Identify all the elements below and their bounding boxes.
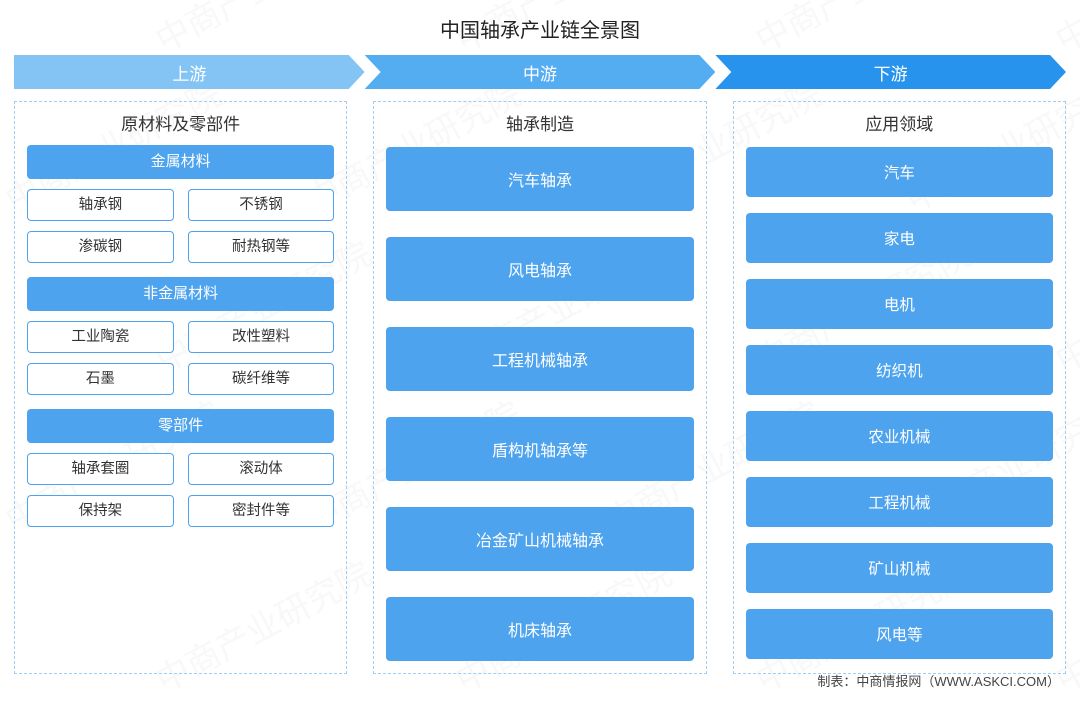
list-item: 工程机械: [746, 477, 1053, 527]
midstream-stack: 汽车轴承 风电轴承 工程机械轴承 盾构机轴承等 冶金矿山机械轴承 机床轴承: [386, 145, 693, 661]
page-title: 中国轴承产业链全景图: [14, 10, 1066, 55]
list-item: 风电等: [746, 609, 1053, 659]
list-item: 盾构机轴承等: [386, 417, 693, 481]
downstream-stack: 汽车 家电 电机 纺织机 农业机械 工程机械 矿山机械 风电等: [746, 145, 1053, 659]
chip-row: 保持架 密封件等: [27, 495, 334, 527]
group-header: 非金属材料: [27, 277, 334, 311]
list-item: 纺织机: [746, 345, 1053, 395]
group-header: 金属材料: [27, 145, 334, 179]
chip-row: 工业陶瓷 改性塑料: [27, 321, 334, 353]
chip: 不锈钢: [188, 189, 335, 221]
list-item: 工程机械轴承: [386, 327, 693, 391]
column-midstream: 轴承制造 汽车轴承 风电轴承 工程机械轴承 盾构机轴承等 冶金矿山机械轴承 机床…: [373, 101, 706, 674]
stage-midstream: 中游: [365, 55, 716, 89]
columns: 原材料及零部件 金属材料 轴承钢 不锈钢 渗碳钢 耐热钢等 非金属材料 工业陶瓷…: [14, 101, 1066, 674]
footer-credit: 制表：中商情报网（WWW.ASKCI.COM）: [817, 671, 1060, 690]
chip: 轴承钢: [27, 189, 174, 221]
column-downstream: 应用领域 汽车 家电 电机 纺织机 农业机械 工程机械 矿山机械 风电等: [733, 101, 1066, 674]
stage-upstream: 上游: [14, 55, 365, 89]
chip: 改性塑料: [188, 321, 335, 353]
chip: 保持架: [27, 495, 174, 527]
stage-downstream: 下游: [715, 55, 1066, 89]
column-title-midstream: 轴承制造: [386, 110, 693, 135]
column-title-upstream: 原材料及零部件: [27, 110, 334, 135]
chip: 石墨: [27, 363, 174, 395]
group-nonmetal: 非金属材料 工业陶瓷 改性塑料 石墨 碳纤维等: [27, 277, 334, 395]
chip: 滚动体: [188, 453, 335, 485]
chip-row: 石墨 碳纤维等: [27, 363, 334, 395]
chip-row: 渗碳钢 耐热钢等: [27, 231, 334, 263]
group-header: 零部件: [27, 409, 334, 443]
chip: 密封件等: [188, 495, 335, 527]
stage-bar: 上游 中游 下游: [14, 55, 1066, 89]
list-item: 汽车轴承: [386, 147, 693, 211]
column-upstream: 原材料及零部件 金属材料 轴承钢 不锈钢 渗碳钢 耐热钢等 非金属材料 工业陶瓷…: [14, 101, 347, 674]
chip-row: 轴承钢 不锈钢: [27, 189, 334, 221]
list-item: 风电轴承: [386, 237, 693, 301]
chip: 耐热钢等: [188, 231, 335, 263]
list-item: 矿山机械: [746, 543, 1053, 593]
list-item: 冶金矿山机械轴承: [386, 507, 693, 571]
list-item: 电机: [746, 279, 1053, 329]
chip-row: 轴承套圈 滚动体: [27, 453, 334, 485]
chip: 碳纤维等: [188, 363, 335, 395]
column-title-downstream: 应用领域: [746, 110, 1053, 135]
chip: 渗碳钢: [27, 231, 174, 263]
list-item: 农业机械: [746, 411, 1053, 461]
industry-chain-diagram: 中国轴承产业链全景图 上游 中游 下游 原材料及零部件 金属材料 轴承钢 不锈钢…: [0, 0, 1080, 674]
list-item: 机床轴承: [386, 597, 693, 661]
chip: 工业陶瓷: [27, 321, 174, 353]
list-item: 汽车: [746, 147, 1053, 197]
group-metal: 金属材料 轴承钢 不锈钢 渗碳钢 耐热钢等: [27, 145, 334, 263]
chip: 轴承套圈: [27, 453, 174, 485]
group-parts: 零部件 轴承套圈 滚动体 保持架 密封件等: [27, 409, 334, 527]
list-item: 家电: [746, 213, 1053, 263]
